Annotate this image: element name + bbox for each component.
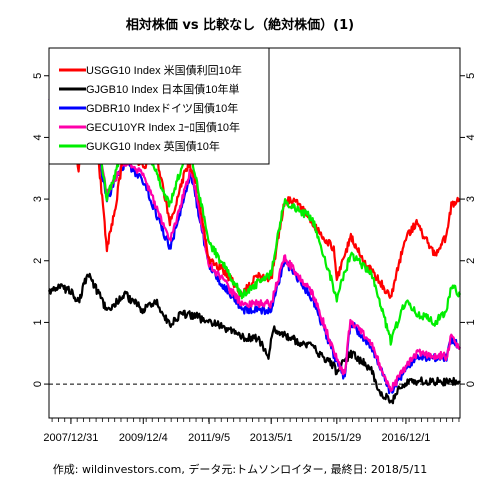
y-tick-label-left: 5: [32, 73, 44, 79]
chart-caption: 作成: wildinvestors.com, データ元:トムソンロイター, 最終…: [53, 462, 427, 476]
legend-label: USGG10 Index 米国債利回10年: [86, 63, 242, 77]
y-tick-label-right: 4: [465, 134, 477, 140]
y-tick-label-left: 2: [32, 258, 44, 264]
plot-lines: [47, 56, 462, 405]
series-line-5: [48, 56, 462, 346]
y-tick-label-right: 1: [465, 319, 477, 325]
y-tick-label-left: 0: [32, 381, 44, 387]
y-tick-label-left: 3: [32, 196, 44, 202]
x-tick-label: 2015/1/29: [312, 432, 361, 444]
x-tick-label: 2007/12/31: [43, 432, 98, 444]
y-tick-label-left: 1: [32, 319, 44, 325]
legend-label: GECU10YR Index ﾕｰﾛ国債10年: [86, 120, 240, 134]
x-tick-label: 2009/12/4: [119, 432, 168, 444]
legend-label: GJGB10 Index 日本国債10年単: [86, 82, 239, 96]
y-tick-label-right: 0: [465, 381, 477, 387]
y-tick-label-right: 2: [465, 258, 477, 264]
y-tick-label-right: 3: [465, 196, 477, 202]
legend: USGG10 Index 米国債利回10年 GJGB10 Index 日本国債10…: [48, 47, 270, 165]
x-tick-label: 2011/9/5: [188, 432, 230, 444]
y-tick-label-left: 4: [32, 134, 44, 140]
chart-title: 相対株価 vs 比較なし（絶対株価）(1): [126, 17, 354, 33]
series-line-2: [47, 272, 461, 405]
x-tick-label: 2013/5/1: [250, 432, 293, 444]
series-line-1: [48, 74, 461, 299]
y-tick-label-right: 5: [465, 73, 477, 79]
legend-label: GDBR10 Indexドイツ国債10年: [86, 101, 238, 115]
legend-label: GUKG10 Index 英国債10年: [86, 139, 220, 153]
series-line-4: [48, 92, 461, 393]
axes: 0 0 1 1 2 2 3 3 4 4 5 5 2007/12/31 2009/12/4 2011/9/5 2…: [32, 73, 477, 444]
x-tick-label: 2016/12/1: [381, 432, 430, 444]
